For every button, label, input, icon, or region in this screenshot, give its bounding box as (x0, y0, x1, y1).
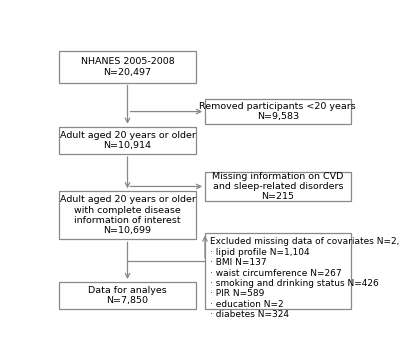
Text: Removed participants <20 years
N=9,583: Removed participants <20 years N=9,583 (200, 102, 356, 121)
FancyBboxPatch shape (59, 282, 196, 310)
Text: Adult aged 20 years or older
with complete disease
information of interest
N=10,: Adult aged 20 years or older with comple… (60, 195, 196, 235)
Text: Adult aged 20 years or older
N=10,914: Adult aged 20 years or older N=10,914 (60, 131, 196, 150)
Text: Missing information on CVD
and sleep-related disorders
N=215: Missing information on CVD and sleep-rel… (212, 172, 344, 201)
FancyBboxPatch shape (205, 232, 351, 310)
FancyBboxPatch shape (205, 99, 351, 124)
Text: Excluded missing data of covariates N=2,849
· lipid profile N=1,104
· BMI N=137
: Excluded missing data of covariates N=2,… (210, 237, 400, 319)
FancyBboxPatch shape (59, 127, 196, 154)
FancyBboxPatch shape (59, 191, 196, 240)
Text: Data for analyes
N=7,850: Data for analyes N=7,850 (88, 286, 167, 306)
Text: NHANES 2005-2008
N=20,497: NHANES 2005-2008 N=20,497 (81, 57, 174, 77)
FancyBboxPatch shape (59, 51, 196, 83)
FancyBboxPatch shape (205, 172, 351, 201)
